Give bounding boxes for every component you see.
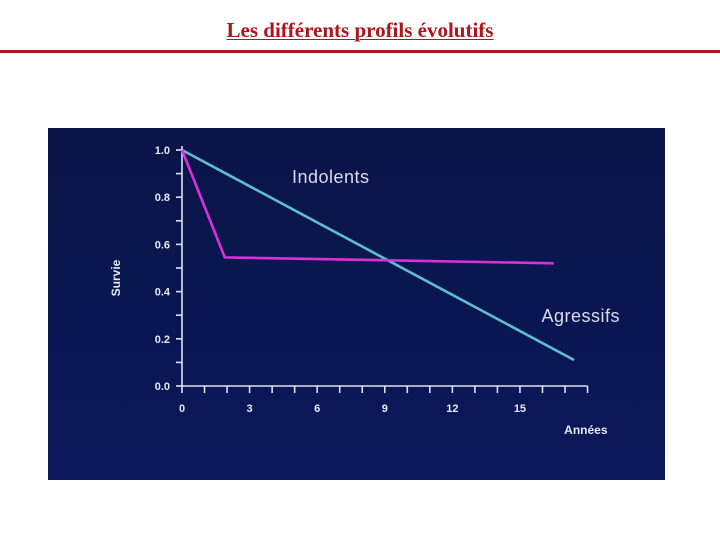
x-tick-label: 3	[247, 403, 253, 415]
y-tick-label: 0.8	[155, 192, 170, 204]
survival-chart: 0 3 6 9 12 15 0.0 0.2 0.4 0.6 0.8 1.0 Années Survie In…	[109, 145, 620, 437]
ticks-layer	[176, 149, 589, 393]
slide-title: Les différents profils évolutifs	[226, 18, 494, 42]
x-tick-label: 6	[314, 403, 320, 415]
series-label-agressifs: Agressifs	[541, 306, 620, 326]
y-tick-label: 0.4	[155, 287, 171, 299]
y-tick-label: 0.0	[155, 381, 170, 393]
y-axis-title: Survie	[109, 259, 123, 296]
series-label-indolents: Indolents	[292, 167, 370, 187]
y-tick-label: 0.6	[155, 239, 170, 251]
chart-panel: 0 3 6 9 12 15 0.0 0.2 0.4 0.6 0.8 1.0 Années Survie In…	[48, 128, 665, 480]
x-tick-label: 15	[514, 403, 526, 415]
series-layer	[180, 148, 575, 362]
x-tick-label: 12	[446, 403, 458, 415]
y-tick-label: 0.2	[155, 334, 170, 346]
series-line-indolents	[181, 148, 575, 362]
title-divider	[0, 50, 720, 53]
labels-layer: 0 3 6 9 12 15 0.0 0.2 0.4 0.6 0.8 1.0 Années Survie In…	[109, 145, 620, 437]
x-tick-label: 0	[179, 403, 185, 415]
series-line-agressifs	[180, 149, 554, 265]
x-axis-title: Années	[564, 423, 608, 437]
y-tick-label: 1.0	[155, 145, 170, 157]
x-tick-label: 9	[382, 403, 388, 415]
